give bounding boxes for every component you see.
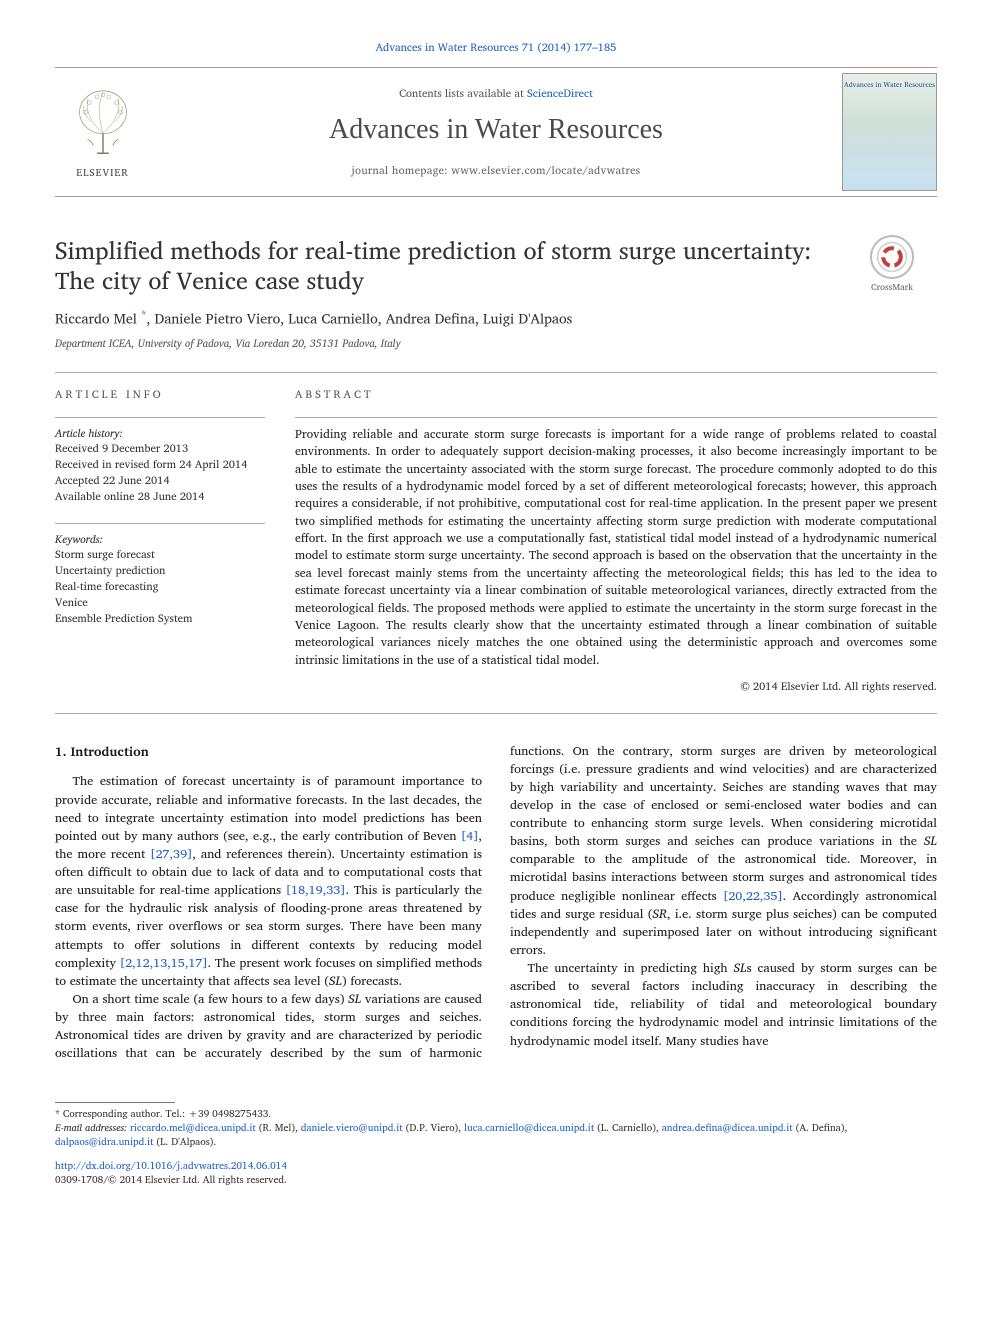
article-title: Simplified methods for real-time predict…	[55, 235, 835, 295]
sciencedirect-link[interactable]: ScienceDirect	[527, 84, 593, 102]
elsevier-tree-icon	[64, 84, 142, 164]
contents-prefix: Contents lists available at	[399, 84, 527, 102]
homepage-prefix: journal homepage:	[352, 161, 452, 179]
abstract-text: Providing reliable and accurate storm su…	[295, 426, 937, 669]
email-link[interactable]: dalpaos@idra.unipd.it	[55, 1134, 153, 1150]
affiliation: Department ICEA, University of Padova, V…	[55, 336, 937, 351]
section-heading-intro: 1. Introduction	[55, 742, 482, 761]
journal-title: Advances in Water Resources	[150, 110, 842, 149]
body-text: 1. Introduction The estimation of foreca…	[55, 742, 937, 1063]
crossmark-label: CrossMark	[871, 281, 913, 294]
abstract-column: ABSTRACT Providing reliable and accurate…	[295, 387, 937, 694]
journal-cover-thumb: Advances in Water Resources	[842, 73, 937, 191]
article-info-heading: ARTICLE INFO	[55, 387, 265, 402]
keyword: Ensemble Prediction System	[55, 611, 265, 627]
footnotes: * Corresponding author. Tel.: +39 049827…	[55, 1102, 937, 1187]
divider	[55, 713, 937, 714]
author-list: Riccardo Mel *, Daniele Pietro Viero, Lu…	[55, 307, 937, 329]
divider	[55, 372, 937, 373]
publisher-logo: ELSEVIER	[55, 84, 150, 180]
homepage-url[interactable]: www.elsevier.com/locate/advwatres	[451, 161, 640, 179]
crossmark-widget[interactable]: CrossMark	[847, 235, 937, 294]
intro-para-3: The uncertainty in predicting high SLs c…	[510, 959, 937, 1050]
cover-caption: Advances in Water Resources	[844, 82, 935, 90]
citation-link[interactable]: Advances in Water Resources 71 (2014) 17…	[376, 38, 617, 56]
header-center: Contents lists available at ScienceDirec…	[150, 86, 842, 178]
email-addresses: E-mail addresses: riccardo.mel@dicea.uni…	[55, 1121, 937, 1149]
corresponding-author: * Corresponding author. Tel.: +39 049827…	[55, 1107, 937, 1121]
issn-copyright: 0309-1708/© 2014 Elsevier Ltd. All right…	[55, 1172, 287, 1188]
history-line: Available online 28 June 2014	[55, 489, 265, 505]
email-link[interactable]: daniele.viero@unipd.it	[301, 1120, 403, 1136]
publisher-name: ELSEVIER	[76, 166, 128, 180]
top-citation: Advances in Water Resources 71 (2014) 17…	[55, 40, 937, 55]
intro-para-1: The estimation of forecast uncertainty i…	[55, 772, 482, 990]
abstract-heading: ABSTRACT	[295, 387, 937, 402]
email-link[interactable]: luca.carniello@dicea.unipd.it	[464, 1120, 594, 1136]
journal-header: ELSEVIER Contents lists available at Sci…	[55, 67, 937, 197]
abstract-copyright: © 2014 Elsevier Ltd. All rights reserved…	[295, 679, 937, 694]
article-info-column: ARTICLE INFO Article history: Received 9…	[55, 387, 265, 694]
crossmark-icon	[870, 235, 914, 279]
email-link[interactable]: andrea.defina@dicea.unipd.it	[662, 1120, 793, 1136]
